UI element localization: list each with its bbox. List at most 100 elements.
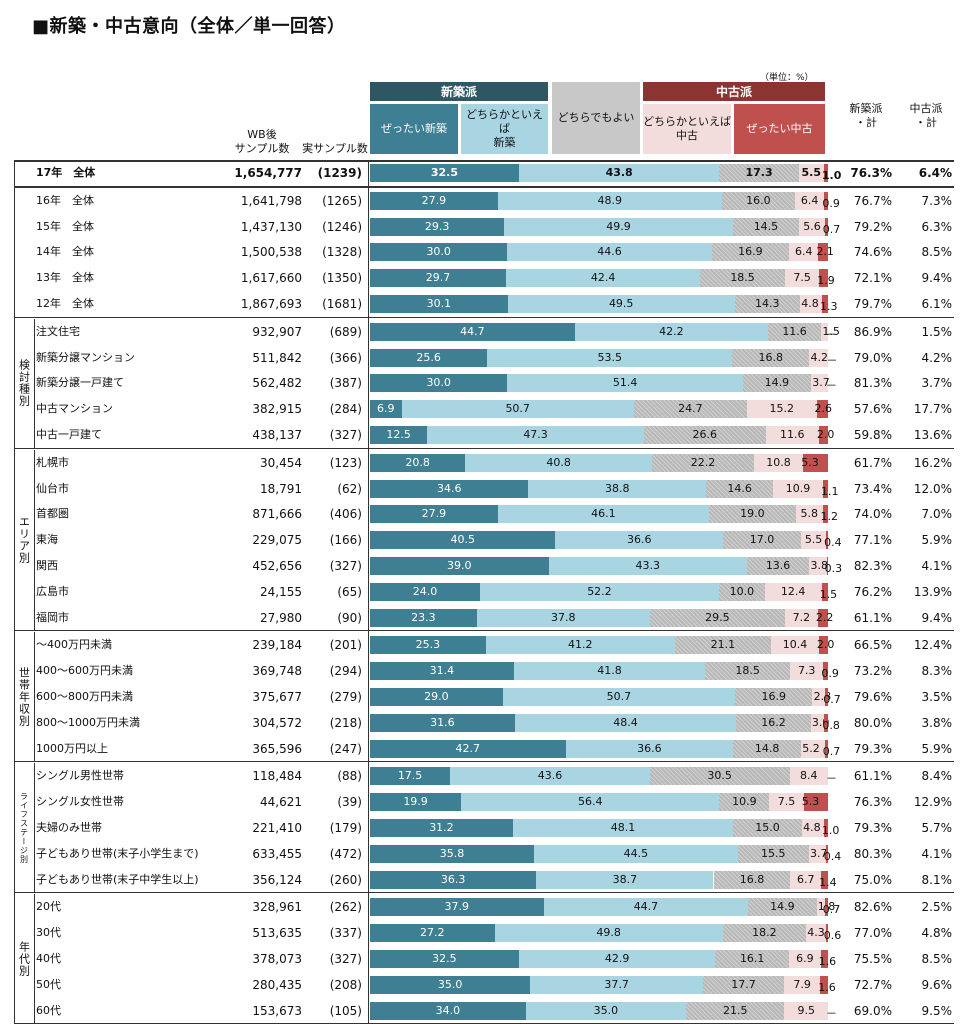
bar-value-label: 35.8 bbox=[439, 846, 465, 860]
bar-segment bbox=[370, 662, 514, 681]
bar-segment bbox=[818, 426, 828, 444]
bar-value-label: 30.1 bbox=[426, 297, 452, 310]
table-row: 30代 513,635 (337) 27.2 49.8 18.2 4.3 0.6 77.0% 4.… bbox=[14, 920, 954, 946]
stacked-bar: 25.3 41.2 21.1 10.4 2.0 bbox=[370, 636, 834, 655]
table-row: 注文住宅 932,907 (689) 44.7 42.2 11.6 1.5 － 86.9% 1.5… bbox=[14, 319, 954, 345]
bar-value-label: 12.5 bbox=[386, 428, 411, 441]
real-sample-count: (88) bbox=[337, 769, 362, 784]
new-total-value: 73.2% bbox=[853, 664, 892, 679]
bar-segment bbox=[808, 844, 826, 863]
old-total-value: 8.1% bbox=[921, 872, 953, 887]
real-sample-count: (90) bbox=[337, 610, 362, 625]
bar-value-label: 27.9 bbox=[421, 193, 447, 207]
bar-value-label: 49.5 bbox=[608, 297, 634, 310]
wb-sample-count: 378,073 bbox=[252, 952, 302, 966]
stacked-bar: 20.8 40.8 22.2 10.8 5.3 bbox=[370, 453, 828, 472]
bar-segment bbox=[518, 164, 720, 182]
table-row: 仙台市 18,791 (62) 34.6 38.8 14.6 10.9 1.1 73.4% 12.… bbox=[14, 476, 954, 502]
bar-segment bbox=[800, 531, 827, 550]
real-sample-count: (1239) bbox=[317, 166, 362, 180]
wb-sample-count: 633,455 bbox=[252, 846, 302, 861]
real-sample-count: (105) bbox=[329, 1003, 362, 1018]
new-total-value: 79.0% bbox=[853, 350, 892, 365]
wb-sample-count: 18,791 bbox=[260, 481, 302, 496]
bar-value-label: 16.9 bbox=[761, 690, 786, 703]
real-sample-header: 実サンプル数 bbox=[302, 142, 368, 155]
bar-value-label: 14.5 bbox=[753, 219, 779, 233]
row-divider bbox=[14, 186, 954, 188]
bar-value-label: 11.6 bbox=[780, 428, 805, 441]
bar-value-label: 5.5 bbox=[801, 166, 822, 179]
bar-value-label: 31.4 bbox=[429, 664, 455, 678]
table-row: 13年 全体 1,617,660 (1350) 29.7 42.4 18.5 7.5 1.9 7… bbox=[14, 265, 954, 291]
new-total-value: 82.3% bbox=[853, 559, 892, 573]
row-label: 20代 bbox=[36, 900, 61, 914]
old-total-value: 4.1% bbox=[921, 846, 953, 861]
stacked-bar: 40.5 36.6 17.0 5.5 0.4 bbox=[370, 531, 842, 550]
row-label: 400～600万円未満 bbox=[36, 664, 133, 678]
bar-value-label: 41.2 bbox=[567, 638, 593, 652]
bar-value-label: 19.9 bbox=[403, 795, 428, 809]
bar-value-label: 56.4 bbox=[578, 795, 603, 809]
bar-segment bbox=[784, 975, 821, 994]
bar-value-label: － bbox=[826, 1006, 837, 1020]
bar-segment bbox=[502, 688, 736, 706]
bar-segment bbox=[643, 426, 766, 444]
real-sample-count: (262) bbox=[329, 900, 362, 915]
new-total-value: 79.3% bbox=[853, 821, 892, 835]
bar-value-label: 5.5 bbox=[804, 533, 823, 547]
real-sample-count: (337) bbox=[329, 926, 362, 941]
bar-value-label: 0.4 bbox=[823, 849, 842, 863]
row-label: 関西 bbox=[36, 559, 58, 572]
bar-value-label: 48.4 bbox=[613, 715, 638, 729]
bar-value-label: 5.8 bbox=[800, 507, 818, 521]
bar-value-label: 14.3 bbox=[755, 297, 780, 310]
wb-sample-count: 1,641,798 bbox=[240, 193, 302, 208]
table-row: 800～1000万円未満 304,572 (218) 31.6 48.4 16.2 3.0 0… bbox=[14, 710, 954, 736]
bar-segment bbox=[370, 844, 534, 863]
bar-value-label: 2.0 bbox=[816, 428, 835, 441]
real-sample-count: (294) bbox=[329, 664, 362, 679]
real-sample-count: (179) bbox=[329, 821, 362, 835]
new-total-value: 80.0% bbox=[853, 715, 892, 730]
old-total-value: 8.5% bbox=[921, 245, 953, 260]
bar-segment bbox=[801, 819, 824, 837]
bar-value-label: － bbox=[826, 379, 837, 393]
bar-value-label: 4.8 bbox=[803, 821, 821, 834]
bar-segment bbox=[816, 898, 825, 917]
wb-sample-count: 24,155 bbox=[260, 584, 302, 599]
stacked-bar: 27.9 48.9 16.0 6.4 0.9 bbox=[370, 191, 840, 210]
row-label: 新築分譲一戸建て bbox=[36, 376, 124, 390]
bar-value-label: 0.7 bbox=[822, 744, 841, 758]
row-divider bbox=[14, 160, 954, 162]
table-row: 首都圏 871,666 (406) 27.9 46.1 19.0 5.8 1.2 74.0% 7.… bbox=[14, 501, 954, 527]
bar-segment bbox=[715, 950, 790, 968]
bar-segment bbox=[401, 400, 634, 419]
row-label: 札幌市 bbox=[36, 455, 69, 469]
bar-segment bbox=[370, 975, 531, 994]
bar-value-label: 1.6 bbox=[818, 980, 836, 994]
stacked-bar: 29.7 42.4 18.5 7.5 1.9 bbox=[370, 269, 835, 288]
bar-segment bbox=[525, 1001, 687, 1020]
bar-segment bbox=[820, 975, 828, 994]
bar-segment bbox=[506, 269, 701, 288]
bar-value-label: 32.5 bbox=[432, 952, 457, 965]
wb-sample-count: 1,500,538 bbox=[240, 245, 302, 260]
bar-value-label: 16.2 bbox=[761, 715, 786, 729]
new-total-value: 61.1% bbox=[853, 610, 892, 625]
bar-segment bbox=[816, 400, 829, 419]
bar-value-label: 49.9 bbox=[606, 219, 631, 233]
stacked-bar: 29.0 50.7 16.9 2.8 0.7 bbox=[370, 688, 841, 706]
row-label: 新築分譲マンション bbox=[36, 350, 135, 364]
bar-value-label: 1.3 bbox=[820, 300, 838, 313]
old-total-value: 7.3% bbox=[921, 193, 953, 208]
bar-segment bbox=[370, 793, 462, 812]
bar-value-label: 34.6 bbox=[436, 481, 462, 495]
new-total-value: 59.8% bbox=[853, 428, 892, 442]
bar-segment bbox=[799, 217, 825, 236]
new-total-value: 82.6% bbox=[853, 900, 892, 915]
new-total-value: 79.6% bbox=[853, 690, 892, 704]
group-divider bbox=[34, 318, 35, 448]
bar-segment bbox=[548, 557, 747, 575]
bar-value-label: 4.2 bbox=[810, 350, 828, 364]
